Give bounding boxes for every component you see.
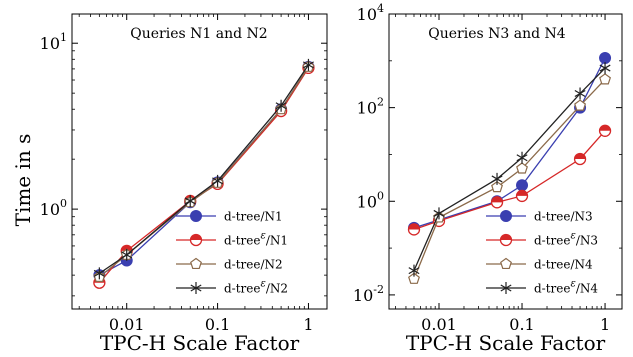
legend-label: d-tree/N1 bbox=[224, 210, 283, 224]
x-tick-label: 0.01 bbox=[109, 315, 145, 334]
star-marker bbox=[574, 87, 586, 100]
star-marker bbox=[275, 99, 287, 112]
star-marker bbox=[491, 172, 503, 185]
circle-marker bbox=[190, 210, 202, 222]
half-circle-marker-fill bbox=[574, 153, 586, 159]
plot-frame bbox=[71, 13, 328, 310]
legend-item: d-tree/N1 bbox=[176, 210, 283, 224]
y-tick-label: 101 bbox=[40, 31, 67, 53]
legend-item: d-treeε/N4 bbox=[486, 279, 598, 296]
series-line bbox=[413, 57, 606, 229]
half-circle-marker-fill bbox=[599, 125, 611, 131]
legend-label: d-treeε/N3 bbox=[534, 231, 598, 248]
legend-item: d-tree/N3 bbox=[486, 210, 593, 224]
x-axis-label: TPC-H Scale Factor bbox=[100, 331, 300, 355]
star-marker bbox=[121, 248, 133, 261]
star-marker bbox=[93, 267, 105, 280]
star-marker bbox=[302, 58, 314, 71]
legend-item: d-tree/N4 bbox=[486, 258, 593, 272]
legend: d-tree/N1 d-treeε/N1 d-tree/N2 d-treeε/N2 bbox=[176, 210, 288, 296]
legend-item: d-treeε/N1 bbox=[176, 231, 288, 248]
star-marker bbox=[184, 194, 196, 207]
y-tick-label: 100 bbox=[40, 197, 67, 219]
y-tick-label: 10-2 bbox=[353, 283, 384, 305]
legend-label: d-treeε/N2 bbox=[224, 279, 288, 296]
pentagon-marker bbox=[491, 180, 503, 193]
series-4 bbox=[408, 62, 611, 277]
star-marker bbox=[433, 207, 445, 220]
circle-marker bbox=[500, 210, 512, 222]
half-circle-marker-fill bbox=[491, 196, 503, 203]
x-tick-label: 1 bbox=[600, 315, 610, 334]
chart-panel-1: 0.01 0.1 1 100 101 Queries N1 and N2 d-tree/N1… bbox=[40, 13, 328, 355]
star-marker bbox=[599, 62, 611, 75]
half-circle-marker-fill bbox=[190, 234, 202, 240]
pentagon-marker bbox=[408, 272, 420, 284]
x-tick-label: 1 bbox=[303, 315, 313, 334]
plot-frame bbox=[388, 13, 623, 310]
half-circle-marker-fill bbox=[408, 223, 420, 230]
legend: d-tree/N3 d-treeε/N3 d-tree/N4 d-treeε/N4 bbox=[486, 210, 598, 296]
legend-label: d-tree/N4 bbox=[534, 258, 593, 272]
pentagon-marker bbox=[500, 257, 512, 270]
half-circle-marker-fill bbox=[516, 190, 528, 196]
star-marker bbox=[408, 264, 420, 277]
star-marker bbox=[500, 282, 512, 294]
legend-label: d-treeε/N4 bbox=[534, 279, 598, 296]
legend-label: d-treeε/N1 bbox=[224, 231, 288, 248]
star-marker bbox=[190, 282, 202, 294]
legend-label: d-tree/N2 bbox=[224, 258, 283, 272]
pentagon-marker bbox=[190, 257, 202, 270]
pentagon-marker bbox=[574, 99, 586, 111]
circle-marker bbox=[516, 179, 529, 192]
chart-title: Queries N1 and N2 bbox=[130, 26, 267, 42]
series-3 bbox=[408, 73, 611, 284]
series-line bbox=[413, 79, 606, 280]
x-axis-label: TPC-H Scale Factor bbox=[406, 331, 606, 355]
legend-item: d-treeε/N2 bbox=[176, 279, 288, 296]
star-marker bbox=[212, 174, 224, 187]
series-1 bbox=[407, 51, 612, 234]
y-tick-label: 104 bbox=[357, 2, 384, 24]
pentagon-marker bbox=[516, 162, 528, 174]
y-tick-label: 102 bbox=[357, 96, 384, 118]
series-4 bbox=[93, 58, 314, 280]
star-marker bbox=[516, 151, 528, 164]
half-circle-marker-fill bbox=[500, 234, 512, 240]
y-axis-label: Time in s bbox=[11, 134, 35, 227]
half-circle-marker-fill bbox=[121, 245, 133, 251]
legend-label: d-tree/N3 bbox=[534, 210, 593, 224]
x-tick-label: 0.1 bbox=[205, 315, 230, 334]
series-line bbox=[413, 67, 606, 271]
x-tick-label: 0.1 bbox=[509, 315, 534, 334]
legend-item: d-treeε/N3 bbox=[486, 231, 598, 248]
circle-marker bbox=[599, 51, 612, 64]
x-tick-label: 0.01 bbox=[421, 315, 457, 334]
legend-item: d-tree/N2 bbox=[176, 258, 283, 272]
y-tick-label: 100 bbox=[357, 189, 384, 211]
chart-title: Queries N3 and N4 bbox=[428, 26, 566, 42]
pentagon-marker bbox=[599, 73, 611, 85]
chart-panel-2: 0.01 0.1 1 10-2 100 102 104 Queries N3 and N4 d-… bbox=[353, 2, 623, 355]
